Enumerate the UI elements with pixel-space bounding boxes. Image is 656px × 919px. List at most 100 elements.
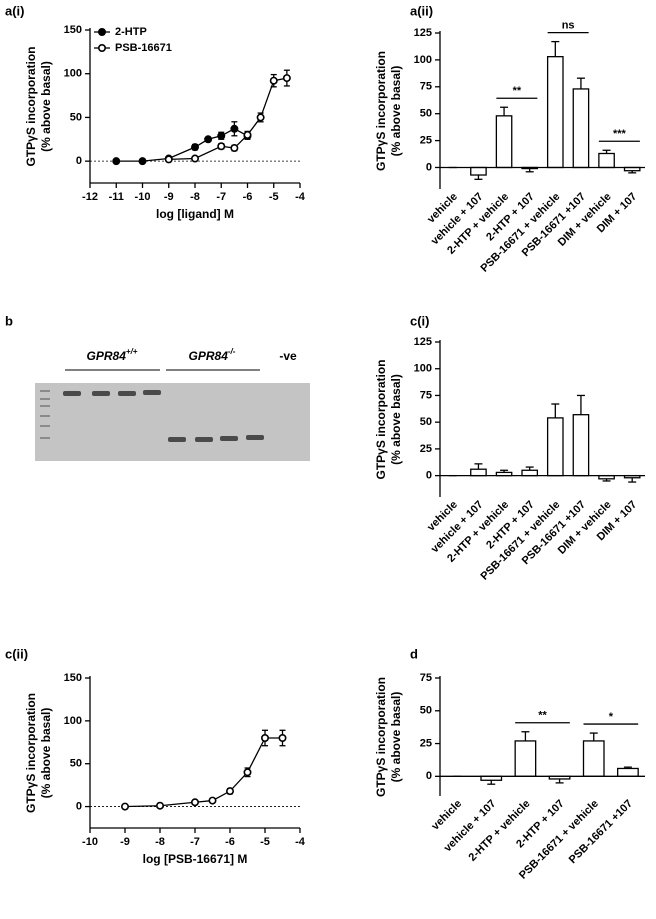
x-tick-label: -8 xyxy=(190,191,200,203)
x-tick-label: -9 xyxy=(120,836,130,848)
bar xyxy=(572,88,590,169)
data-point xyxy=(121,802,130,811)
bar xyxy=(572,414,590,477)
series-line xyxy=(124,737,283,808)
gene: GPR84 xyxy=(189,349,229,363)
x-tick-label: -7 xyxy=(216,191,226,203)
error-bar xyxy=(551,403,560,418)
bands xyxy=(63,390,264,442)
bar xyxy=(521,469,539,477)
x-axis-label: log [ligand] M xyxy=(156,207,234,221)
y-tick-label: 50 xyxy=(70,111,82,123)
genotype: -/- xyxy=(228,347,236,356)
series-line xyxy=(168,77,288,161)
significance-label: ** xyxy=(513,85,522,97)
chart-panel: a(ii) 0 25 50 75 100 125 GTPγS incorporation (% … xyxy=(374,3,645,275)
chart-panel: c(ii) 0 50 100 150 GTPγS incorporation (% abov… xyxy=(5,646,306,866)
data-point xyxy=(138,157,147,166)
error-bar xyxy=(576,394,585,415)
legend-marker xyxy=(98,27,107,36)
category-label: 2-HTP + vehicle xyxy=(467,798,533,864)
y-tick-label: 0 xyxy=(76,800,82,812)
x-tick-label: -5 xyxy=(269,191,279,203)
bar xyxy=(495,115,513,169)
y-tick-label: 100 xyxy=(414,363,432,375)
error-bar xyxy=(576,77,585,89)
error-bar xyxy=(487,780,496,785)
significance-label: ns xyxy=(562,20,575,32)
x-axis-label: log [PSB-16671] M xyxy=(143,852,248,866)
y-tick-label: 0 xyxy=(426,470,432,482)
y-tick-label: 0 xyxy=(426,161,432,173)
panel-label: c(ii) xyxy=(5,646,28,661)
error-bar xyxy=(555,778,564,784)
y-tick-label: 50 xyxy=(420,705,432,717)
data-point xyxy=(112,157,121,166)
y-tick-label: 100 xyxy=(64,715,82,727)
x-tick-label: -10 xyxy=(82,836,98,848)
y-tick-label: 75 xyxy=(420,672,432,684)
y-tick-label: 125 xyxy=(414,336,432,348)
y-tick-label: 0 xyxy=(76,155,82,167)
error-bar xyxy=(525,168,534,173)
panel-label: a(i) xyxy=(5,3,25,18)
error-bar xyxy=(628,170,637,174)
x-tick-label: -12 xyxy=(82,191,98,203)
gel-group-label: GPR84-/- xyxy=(189,347,236,363)
y-axis-label: (% above basal) xyxy=(389,692,403,783)
bar xyxy=(546,56,564,169)
data-point xyxy=(204,135,213,144)
data-point xyxy=(226,787,235,796)
error-bar xyxy=(623,766,632,769)
gel-control-label: -ve xyxy=(279,349,297,363)
gel-image xyxy=(35,383,310,461)
y-axis-label: GTPγS incorporation xyxy=(24,693,38,813)
error-bar xyxy=(602,478,611,482)
y-tick-label: 75 xyxy=(420,81,432,93)
panel-label: b xyxy=(5,313,13,328)
x-tick-label: -6 xyxy=(225,836,235,848)
y-axis-label: GTPγS incorporation xyxy=(374,359,388,479)
data-point xyxy=(243,130,252,139)
bar xyxy=(470,468,487,477)
y-axis-label: GTPγS incorporation xyxy=(374,677,388,797)
bar xyxy=(470,166,487,176)
y-tick-label: 150 xyxy=(64,24,82,36)
y-tick-label: 25 xyxy=(420,134,432,146)
error-bar xyxy=(602,149,611,154)
y-axis-label: GTPγS incorporation xyxy=(374,51,388,171)
y-tick-label: 100 xyxy=(414,54,432,66)
error-bar xyxy=(521,731,530,741)
x-tick-label: -8 xyxy=(155,836,165,848)
bar xyxy=(582,740,605,777)
x-tick-label: -4 xyxy=(295,191,306,203)
data-point xyxy=(260,733,269,742)
chart-panel: c(i) 0 25 50 75 100 125 GTPγS incorporation (% a… xyxy=(374,313,645,583)
data-point xyxy=(156,801,165,810)
legend-marker xyxy=(98,43,107,52)
data-point xyxy=(243,768,252,777)
data-point xyxy=(191,143,200,152)
data-point xyxy=(230,144,239,153)
error-bar xyxy=(589,732,598,741)
data-point xyxy=(191,154,200,163)
y-tick-label: 0 xyxy=(426,770,432,782)
x-tick-label: -4 xyxy=(295,836,306,848)
y-tick-label: 150 xyxy=(64,672,82,684)
panel-label: d xyxy=(410,646,418,661)
bar xyxy=(514,740,537,777)
data-point xyxy=(217,142,226,151)
x-tick-label: -10 xyxy=(135,191,151,203)
error-bar xyxy=(500,469,509,473)
significance-label: ** xyxy=(538,710,547,722)
y-axis-label: (% above basal) xyxy=(389,374,403,465)
y-tick-label: 50 xyxy=(420,416,432,428)
error-bar xyxy=(551,40,560,57)
data-point xyxy=(278,733,287,742)
data-point xyxy=(282,74,291,83)
x-tick-label: -9 xyxy=(164,191,174,203)
error-bar xyxy=(474,175,483,180)
data-point xyxy=(269,76,278,85)
error-bar xyxy=(628,477,637,483)
gel-group-label: GPR84+/+ xyxy=(87,347,138,363)
